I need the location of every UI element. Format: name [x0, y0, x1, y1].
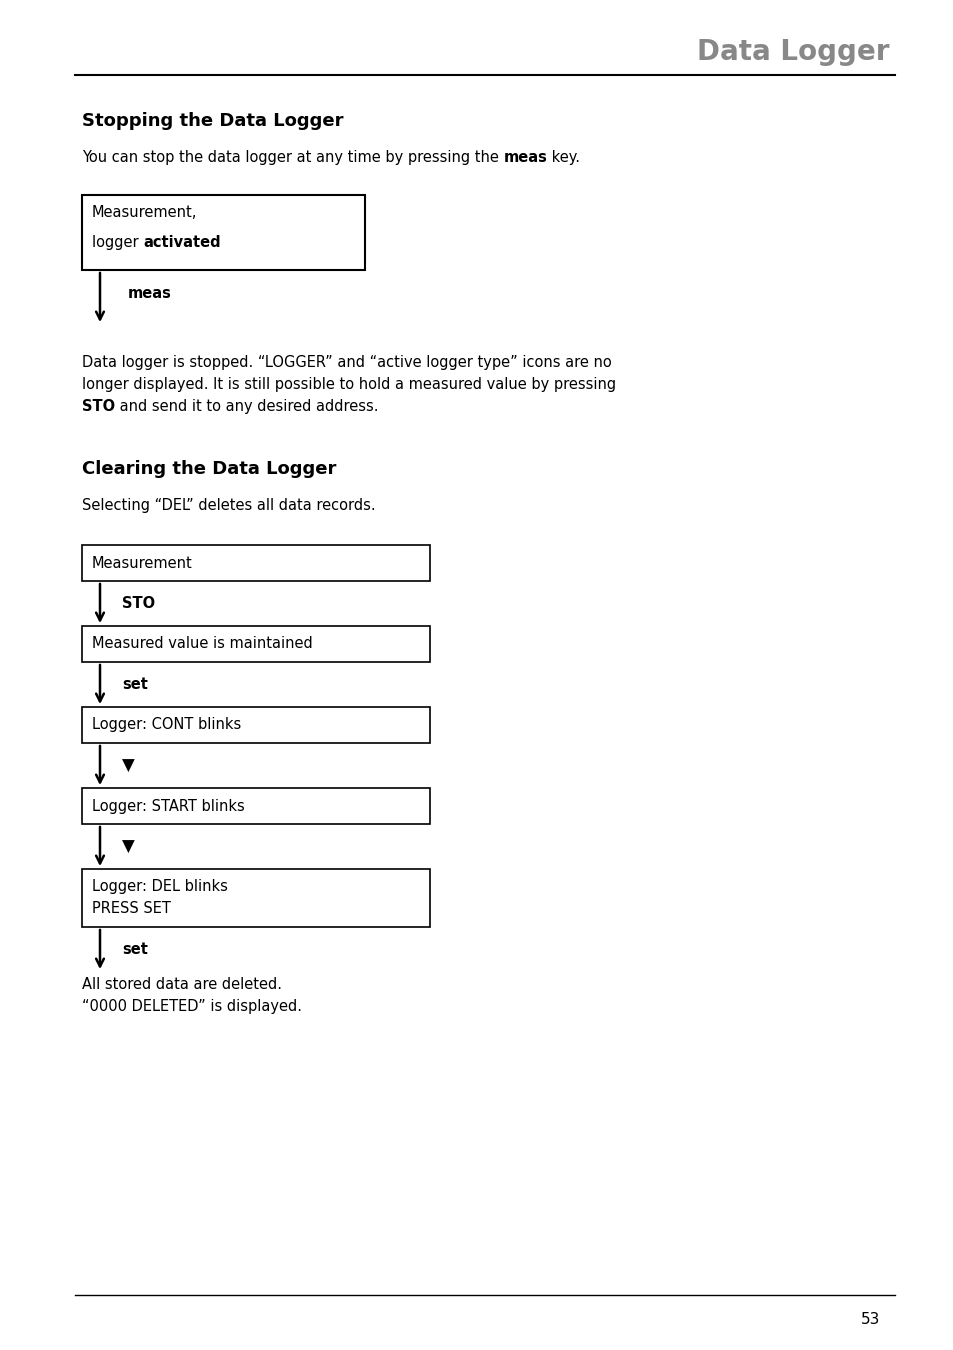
Bar: [82, 788, 430, 824]
Text: ▼: ▼: [122, 756, 134, 775]
Bar: [82, 626, 430, 661]
Text: Measurement: Measurement: [91, 555, 193, 571]
Text: Measured value is maintained: Measured value is maintained: [91, 636, 313, 652]
Text: Data Logger: Data Logger: [697, 38, 889, 66]
Text: Selecting “DEL” deletes all data records.: Selecting “DEL” deletes all data records…: [82, 498, 375, 513]
Text: meas: meas: [503, 150, 547, 165]
Text: PRESS SET: PRESS SET: [91, 900, 171, 917]
Text: longer displayed. It is still possible to hold a measured value by pressing: longer displayed. It is still possible t…: [82, 377, 616, 392]
Text: 53: 53: [860, 1312, 879, 1327]
Text: Logger: CONT blinks: Logger: CONT blinks: [91, 717, 241, 733]
Text: and send it to any desired address.: and send it to any desired address.: [115, 400, 378, 414]
Text: Logger: START blinks: Logger: START blinks: [91, 798, 245, 814]
Text: Clearing the Data Logger: Clearing the Data Logger: [82, 460, 336, 478]
Text: STO: STO: [122, 595, 155, 612]
Bar: [82, 194, 365, 270]
Text: set: set: [122, 942, 148, 957]
Text: activated: activated: [143, 235, 221, 250]
Text: All stored data are deleted.: All stored data are deleted.: [82, 977, 282, 992]
Text: meas: meas: [128, 286, 172, 301]
Text: Stopping the Data Logger: Stopping the Data Logger: [82, 112, 343, 130]
Text: Measurement,: Measurement,: [91, 205, 197, 220]
Text: ▼: ▼: [122, 837, 134, 856]
Text: logger: logger: [91, 235, 143, 250]
Text: Logger: DEL blinks: Logger: DEL blinks: [91, 879, 228, 894]
Text: “0000 DELETED” is displayed.: “0000 DELETED” is displayed.: [82, 999, 302, 1014]
Text: STO: STO: [82, 400, 115, 414]
Text: key.: key.: [547, 150, 579, 165]
Bar: [82, 707, 430, 742]
Text: set: set: [122, 676, 148, 693]
Bar: [82, 869, 430, 927]
Bar: [82, 545, 430, 580]
Text: You can stop the data logger at any time by pressing the: You can stop the data logger at any time…: [82, 150, 503, 165]
Text: Data logger is stopped. “LOGGER” and “active logger type” icons are no: Data logger is stopped. “LOGGER” and “ac…: [82, 355, 611, 370]
